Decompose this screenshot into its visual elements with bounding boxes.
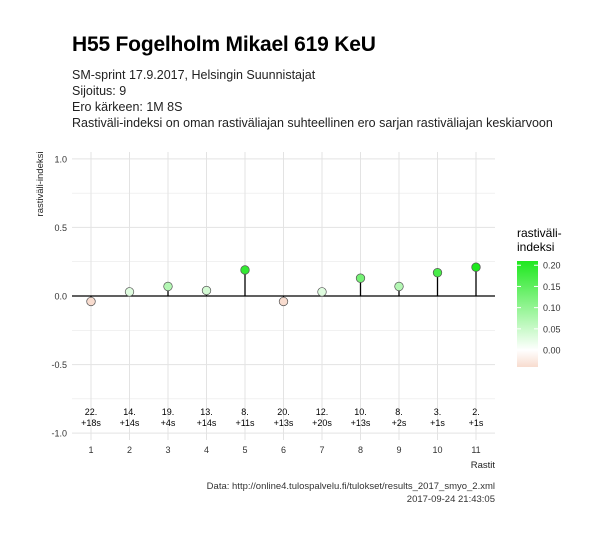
point-6 <box>278 296 289 307</box>
y-axis-ticks: 1.0 0.5 0.0 -0.5 -1.0 <box>51 154 67 438</box>
rank-label-6: 20. <box>277 407 290 417</box>
point-3 <box>163 281 173 292</box>
time-label-5: +11s <box>235 418 255 428</box>
legend-ticks: 0.20 0.15 0.10 0.05 0.00 <box>517 261 561 356</box>
time-label-10: +1s <box>430 418 445 428</box>
rank-label-2: 14. <box>123 407 136 417</box>
subtitle-event: SM-sprint 17.9.2017, Helsingin Suunnista… <box>72 68 316 82</box>
point-4 <box>201 285 212 296</box>
time-label-6: +13s <box>274 418 294 428</box>
rank-label-11: 2. <box>472 407 480 417</box>
rank-labels: 22.+18s14.+14s19.+4s13.+14s8.+11s20.+13s… <box>81 407 484 428</box>
time-label-9: +2s <box>392 418 407 428</box>
rank-label-5: 8. <box>241 407 249 417</box>
x-tick-label: 11 <box>471 445 480 455</box>
legend-tick-label: 0.20 <box>543 261 561 271</box>
color-legend: rastiväli- indeksi 0.20 0.15 0.10 0.05 0.00 <box>517 226 562 367</box>
legend-tick-label: 0.15 <box>543 282 561 292</box>
legend-title-line-1: rastiväli- <box>517 226 562 240</box>
legend-tick-label: 0.05 <box>543 324 561 334</box>
subtitle-gap: Ero kärkeen: 1M 8S <box>72 100 183 114</box>
x-tick-label: 6 <box>281 445 286 455</box>
point-8 <box>355 273 366 283</box>
x-tick-label: 4 <box>204 445 209 455</box>
point-1 <box>86 296 96 307</box>
rank-label-10: 3. <box>434 407 442 417</box>
rank-label-8: 10. <box>354 407 367 417</box>
x-tick-label: 2 <box>127 445 132 455</box>
rank-label-7: 12. <box>316 407 329 417</box>
x-tick-label: 8 <box>358 445 363 455</box>
rank-label-9: 8. <box>395 407 403 417</box>
time-label-8: +13s <box>351 418 371 428</box>
legend-title-line-2: indeksi <box>517 240 554 254</box>
legend-tick-label: 0.10 <box>543 303 561 313</box>
x-tick-label: 7 <box>319 445 324 455</box>
rank-label-1: 22. <box>85 407 98 417</box>
x-axis-ticks: 1 2 3 4 5 6 7 8 9 10 11 <box>88 445 480 455</box>
legend-tick-label: 0.00 <box>543 346 561 356</box>
x-tick-label: 5 <box>242 445 247 455</box>
time-label-3: +4s <box>161 418 176 428</box>
timestamp-caption: 2017-09-24 21:43:05 <box>406 494 495 505</box>
time-label-7: +20s <box>312 418 332 428</box>
x-axis-label: Rastit <box>471 460 496 471</box>
data-source-caption: Data: http://online4.tulospalvelu.fi/tul… <box>206 481 495 492</box>
x-tick-label: 1 <box>88 445 93 455</box>
subtitle-description: Rastiväli-indeksi on oman rastiväliajan … <box>72 116 553 130</box>
subtitle-placement: Sijoitus: 9 <box>72 84 127 98</box>
time-label-4: +14s <box>197 418 217 428</box>
point-9 <box>394 281 404 292</box>
rank-label-3: 19. <box>162 407 175 417</box>
x-tick-label: 3 <box>165 445 170 455</box>
point-11 <box>471 262 481 272</box>
time-label-11: +1s <box>469 418 484 428</box>
point-10 <box>432 268 443 278</box>
x-tick-label: 9 <box>396 445 401 455</box>
y-tick-label: 1.0 <box>54 154 67 164</box>
y-tick-label: 0.5 <box>54 223 67 233</box>
time-label-2: +14s <box>120 418 140 428</box>
y-tick-label: -0.5 <box>51 360 67 370</box>
legend-gradient-bar <box>517 261 538 367</box>
rank-label-4: 13. <box>200 407 213 417</box>
y-axis-label: rastiväli-indeksi <box>35 152 46 217</box>
chart-title: H55 Fogelholm Mikael 619 KeU <box>72 33 376 56</box>
x-tick-label: 10 <box>432 445 442 455</box>
points <box>86 262 481 307</box>
time-label-1: +18s <box>81 418 101 428</box>
point-5 <box>240 265 250 275</box>
y-tick-label: 0.0 <box>54 292 67 302</box>
point-7 <box>317 287 327 297</box>
y-tick-label: -1.0 <box>51 429 67 439</box>
point-2 <box>124 287 135 297</box>
